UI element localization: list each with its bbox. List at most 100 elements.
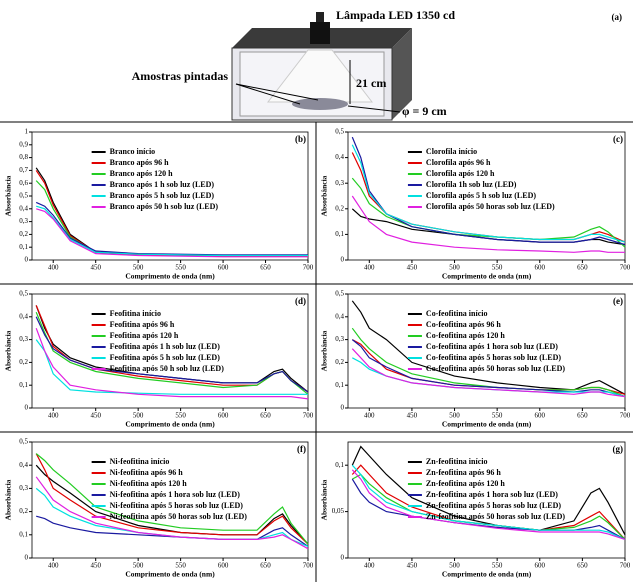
legend-label: Clorofila após 96 h — [426, 158, 491, 167]
x-tick-label: 500 — [449, 562, 460, 570]
legend-label: Ni-feofitina após 50 horas sob luz (LED) — [110, 512, 248, 521]
legend-label: Feofitina após 5 h sob luz (LED) — [110, 353, 221, 362]
legend-label: Co-feofitina início — [426, 309, 488, 318]
samples-label: Amostras pintadas — [132, 69, 229, 83]
y-tick-label: 0 — [25, 554, 29, 562]
y-tick-label: 0,2 — [335, 358, 344, 366]
x-tick-label: 550 — [492, 264, 503, 272]
panel-label: (a) — [612, 12, 623, 22]
x-tick-label: 450 — [407, 562, 418, 570]
panel-label: (d) — [295, 296, 306, 306]
legend-label: Co-feofitina após 5 horas sob luz (LED) — [426, 353, 561, 362]
legend-label: Branco após 96 h — [110, 158, 169, 167]
y-tick-label: 0,5 — [19, 290, 28, 298]
y-tick-label: 0,2 — [19, 358, 28, 366]
y-tick-label: 0 — [341, 256, 345, 264]
x-axis-label: Comprimento de onda (nm) — [442, 570, 532, 579]
legend-label: Branco após 1 h sob luz (LED) — [110, 180, 215, 189]
y-tick-label: 0,3 — [19, 484, 28, 492]
series-line — [351, 348, 626, 398]
y-tick-label: 0,9 — [19, 140, 28, 148]
x-tick-label: 650 — [577, 264, 588, 272]
panel-label: (f) — [297, 444, 306, 454]
x-tick-label: 700 — [620, 264, 631, 272]
y-tick-label: 0,4 — [19, 312, 28, 320]
diameter-label: φ = 9 cm — [402, 104, 447, 118]
legend-label: Zn-feofitina após 96 h — [426, 468, 501, 477]
legend-label: Feofitina após 50 h sob luz (LED) — [110, 364, 225, 373]
legend-label: Branco início — [110, 147, 156, 156]
y-axis-label: Absorbância — [320, 175, 329, 216]
legend-label: Feofitina após 1 h sob luz (LED) — [110, 342, 221, 351]
legend-label: Co-feofitina após 120 h — [426, 331, 505, 340]
x-tick-label: 500 — [449, 412, 460, 420]
y-tick-label: 0,1 — [19, 530, 28, 538]
x-tick-label: 500 — [449, 264, 460, 272]
legend-label: Ni-feofitina após 1 hora sob luz (LED) — [110, 490, 241, 499]
series-line — [36, 205, 308, 257]
samples-pointer — [235, 83, 301, 105]
y-axis-label: Absorbância — [4, 330, 13, 371]
series-line — [351, 464, 626, 540]
y-tick-label: 0,8 — [19, 153, 28, 161]
legend-label: Clorofila após 50 horas sob luz (LED) — [426, 202, 555, 211]
x-axis-label: Comprimento de onda (nm) — [125, 272, 215, 281]
lamp — [310, 22, 330, 44]
plot-frame — [31, 441, 309, 559]
x-tick-label: 700 — [303, 562, 314, 570]
series-line — [351, 339, 626, 398]
y-tick-label: 0,5 — [335, 128, 344, 136]
legend-label: Ni-feofitina após 96 h — [110, 468, 184, 477]
panel-label: (e) — [613, 296, 623, 306]
series-line — [35, 476, 309, 550]
legend-label: Clorofila após 120 h — [426, 169, 495, 178]
x-tick-label: 650 — [260, 562, 271, 570]
x-tick-label: 450 — [90, 264, 101, 272]
legend-label: Clorofila após 5 h sob luz (LED) — [426, 191, 536, 200]
box-side — [392, 28, 412, 120]
series-line — [35, 453, 309, 545]
x-tick-label: 550 — [175, 562, 186, 570]
series-line — [351, 144, 626, 243]
x-tick-label: 700 — [303, 412, 314, 420]
x-tick-label: 400 — [48, 412, 59, 420]
x-tick-label: 550 — [175, 412, 186, 420]
y-tick-label: 0,3 — [19, 335, 28, 343]
x-tick-label: 600 — [535, 264, 546, 272]
series-line — [35, 327, 309, 400]
y-axis-label: Absorbância — [320, 330, 329, 371]
x-axis-label: Comprimento de onda (nm) — [125, 420, 215, 429]
legend-label: Ni-feofitina após 120 h — [110, 479, 188, 488]
x-tick-label: 450 — [90, 562, 101, 570]
y-tick-label: 0,5 — [335, 290, 344, 298]
y-tick-label: 0,5 — [19, 438, 28, 446]
legend-label: Branco após 120 h — [110, 169, 173, 178]
diameter-pointer — [347, 105, 401, 113]
legend-label: Zn-feofitina após 50 horas sob luz (LED) — [426, 512, 565, 521]
x-axis-label: Comprimento de onda (nm) — [125, 570, 215, 579]
x-tick-label: 450 — [407, 412, 418, 420]
x-tick-label: 500 — [133, 562, 144, 570]
legend-label: Zn-feofitina após 1 hora sob luz (LED) — [426, 490, 558, 499]
legend-label: Clorofila 1h sob luz (LED) — [426, 180, 517, 189]
x-tick-label: 400 — [364, 562, 375, 570]
x-tick-label: 450 — [407, 264, 418, 272]
x-tick-label: 400 — [364, 264, 375, 272]
series-line — [36, 208, 308, 258]
x-tick-label: 600 — [535, 412, 546, 420]
legend-label: Co-feofitina após 96 h — [426, 320, 501, 329]
y-tick-label: 0 — [25, 404, 29, 412]
x-axis-label: Comprimento de onda (nm) — [442, 272, 532, 281]
x-tick-label: 550 — [175, 264, 186, 272]
legend-label: Feofitina após 120 h — [110, 331, 179, 340]
sample-plate — [292, 98, 348, 110]
x-tick-label: 450 — [90, 412, 101, 420]
series-line — [35, 339, 308, 395]
legend-label: Feofitina após 96 h — [110, 320, 175, 329]
y-axis-label: Absorbância — [320, 479, 329, 520]
legend-label: Co-feofitina após 50 horas sob luz (LED) — [426, 364, 565, 373]
legend-label: Feofitina início — [110, 309, 161, 318]
series-line — [351, 195, 625, 253]
legend-label: Co-feofitina após 1 hora sob luz (LED) — [426, 342, 558, 351]
series-line — [35, 453, 309, 545]
